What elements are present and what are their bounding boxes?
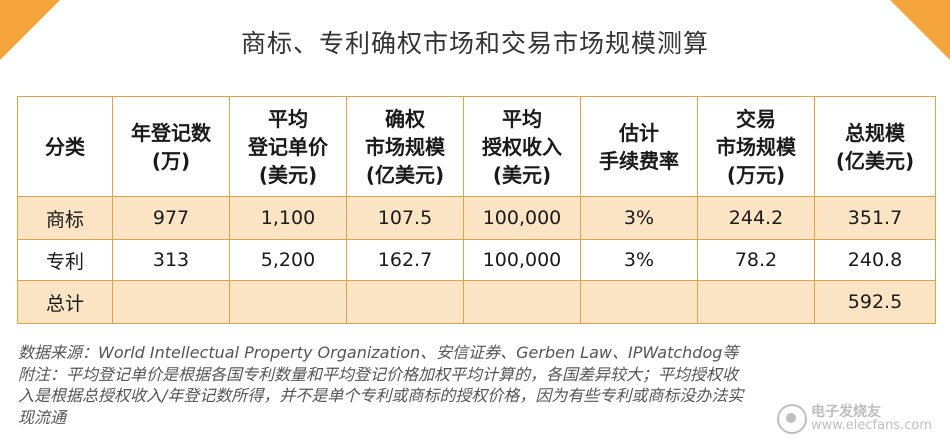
table-cell: 592.5 <box>814 280 936 324</box>
table-cell: 162.7 <box>346 239 464 281</box>
table-cell: 3% <box>580 196 698 240</box>
row-label: 总计 <box>17 280 113 324</box>
market-size-table: 分类 年登记数 (万) 平均登记单价 (美元) 确权市场规模 (亿美元) 平均授权收入 (美元)… <box>17 96 936 324</box>
column-header-line: 分类 <box>45 134 85 159</box>
table-cell: 977 <box>112 196 230 240</box>
table-cell: 107.5 <box>346 196 464 240</box>
column-header-line: 市场规模 <box>365 134 445 159</box>
corner-decoration-left <box>0 0 60 60</box>
table-cell: 5,200 <box>229 239 347 281</box>
table-cell <box>580 280 698 324</box>
column-header-line: 手续费率 <box>599 148 679 173</box>
column-header-line: 平均 <box>502 106 542 131</box>
page-title: 商标、专利确权市场和交易市场规模测算 <box>240 29 709 58</box>
table-cell <box>346 280 464 324</box>
column-header-line: 授权收入 <box>482 134 562 159</box>
table-cell: 100,000 <box>463 196 581 240</box>
table-header-row: 分类 年登记数 (万) 平均登记单价 (美元) 确权市场规模 (亿美元) 平均授权收入 (美元)… <box>17 96 936 197</box>
table-cell: 1,100 <box>229 196 347 240</box>
row-label: 商标 <box>17 196 113 240</box>
footnote-line: 入是根据总授权收入/年登记数所得，并不是单个专利或商标的授权价格，因为有些专利或… <box>18 386 744 405</box>
column-header: 平均登记单价 (美元) <box>229 96 347 197</box>
source-note: 数据来源：World Intellectual Property Organiz… <box>18 343 739 362</box>
column-header: 年登记数 (万) <box>112 96 230 197</box>
column-header: 总规模 (亿美元) <box>814 96 936 197</box>
column-header-line: 市场规模 <box>716 134 796 159</box>
watermark-text: 电子发烧友 www.elecfans.com <box>810 404 932 433</box>
row-label: 专利 <box>17 239 113 281</box>
table-row: 总计 592.5 <box>17 280 936 324</box>
column-header-line: 确权 <box>385 106 425 131</box>
footnote-line: 附注：平均登记单价是根据各国专利数量和平均登记价格加权平均计算的，各国差异较大；… <box>18 364 739 384</box>
column-header-line: (万) <box>151 148 191 173</box>
column-header-line: 交易 <box>736 106 776 131</box>
table-row: 商标 977 1,100 107.5 100,000 3% 244.2 351.7 <box>17 196 936 240</box>
watermark: 电子发烧友 www.elecfans.com <box>776 404 932 434</box>
footnote-line: 现流通 <box>18 407 67 427</box>
table-cell <box>112 280 230 324</box>
column-header-line: (美元) <box>492 162 552 187</box>
column-header: 交易市场规模 (万元) <box>697 96 815 197</box>
table-cell: 3% <box>580 239 698 281</box>
column-header-line: (美元) <box>258 162 318 187</box>
table-cell: 351.7 <box>814 196 936 240</box>
notes-block: 数据来源：World Intellectual Property Organiz… <box>18 342 918 428</box>
table-cell <box>463 280 581 324</box>
table-cell: 100,000 <box>463 239 581 281</box>
column-header-line: 估计 <box>619 120 659 145</box>
table-cell <box>229 280 347 324</box>
column-header-line: (亿美元) <box>365 162 445 187</box>
column-header-line: (万元) <box>726 162 786 187</box>
column-header-line: 总规模 <box>845 120 905 145</box>
table-cell: 78.2 <box>697 239 815 281</box>
column-header: 确权市场规模 (亿美元) <box>346 96 464 197</box>
column-header: 分类 <box>17 96 113 197</box>
column-header-line: (亿美元) <box>835 148 915 173</box>
column-header: 估计 手续费率 <box>580 96 698 197</box>
column-header-line: 平均 <box>268 106 308 131</box>
table-cell <box>697 280 815 324</box>
column-header: 平均授权收入 (美元) <box>463 96 581 197</box>
column-header-line: 年登记数 <box>131 120 211 145</box>
corner-decoration-right <box>890 0 950 60</box>
table-cell: 244.2 <box>697 196 815 240</box>
table-cell: 240.8 <box>814 239 936 281</box>
table-cell: 313 <box>112 239 230 281</box>
column-header-line: 登记单价 <box>248 134 328 159</box>
watermark-logo-icon <box>776 404 807 434</box>
table-row: 专利 313 5,200 162.7 100,000 3% 78.2 240.8 <box>17 239 936 281</box>
